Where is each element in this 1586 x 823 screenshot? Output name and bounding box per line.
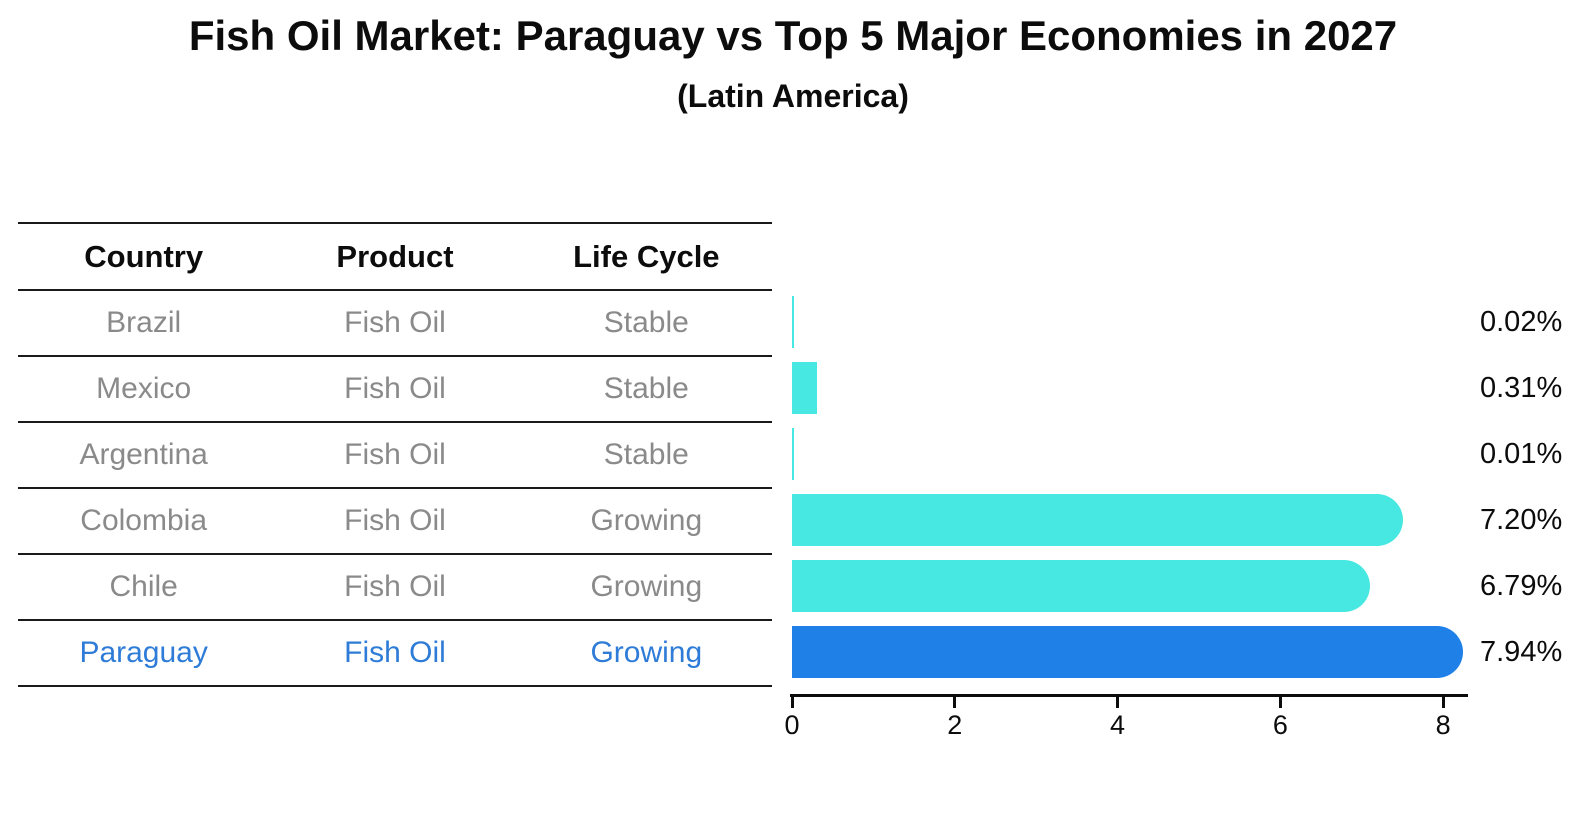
bar-chart: 0.02% 0.31% 0.01% 7.20% 6.79% 7.94% 0 2 … [784,289,1586,769]
tick-mark [953,697,957,708]
value-label-colombia: 7.20% [1480,504,1563,536]
column-header-product: Product [336,238,454,274]
value-label-argentina: 0.01% [1480,438,1563,470]
value-label-brazil: 0.02% [1480,306,1563,338]
column-header-life-cycle: Life Cycle [573,238,720,274]
country-cell: Colombia [80,504,208,537]
tick-mark [1116,697,1120,708]
country-table: Country Product Life Cycle Brazil Fish O… [18,222,772,687]
bar-row-brazil [790,289,1490,355]
bar-colombia [792,494,1404,546]
product-cell: Fish Oil [344,570,446,603]
country-cell: Paraguay [79,636,208,669]
tick-label: 0 [784,710,800,740]
tick-mark [1278,697,1282,708]
page-subtitle: (Latin America) [677,78,909,114]
life-cycle-cell: Growing [590,636,703,669]
bar-brazil [792,296,794,348]
life-cycle-cell: Growing [590,504,703,537]
country-cell: Chile [109,570,178,603]
product-cell: Fish Oil [344,504,446,537]
bar-row-colombia [790,487,1490,553]
table-header-row: Country Product Life Cycle [18,222,772,289]
x-axis-line [790,694,1468,697]
bar-mexico [792,362,818,414]
value-label-mexico: 0.31% [1480,372,1563,404]
bar-chile [792,560,1370,612]
bar-paraguay [792,626,1464,678]
tick-label: 2 [947,710,963,740]
table-row-highlighted: Paraguay Fish Oil Growing [18,619,772,687]
product-cell: Fish Oil [344,636,446,669]
table-row: Chile Fish Oil Growing [18,553,772,619]
bar-row-mexico [790,355,1490,421]
product-cell: Fish Oil [344,372,446,405]
country-cell: Mexico [96,372,192,405]
bar-row-argentina [790,421,1490,487]
table-row: Argentina Fish Oil Stable [18,421,772,487]
bar-argentina [792,428,794,480]
page-title: Fish Oil Market: Paraguay vs Top 5 Major… [188,12,1398,59]
product-cell: Fish Oil [344,306,446,339]
tick-label: 6 [1272,710,1288,740]
column-header-country: Country [84,238,204,274]
value-label-paraguay: 7.94% [1480,636,1563,668]
life-cycle-cell: Growing [590,570,703,603]
table-row: Colombia Fish Oil Growing [18,487,772,553]
life-cycle-cell: Stable [603,438,689,471]
value-label-chile: 6.79% [1480,570,1563,602]
life-cycle-cell: Stable [603,372,689,405]
life-cycle-cell: Stable [603,306,689,339]
tick-label: 4 [1110,710,1126,740]
bar-row-paraguay [790,619,1490,685]
table-row: Brazil Fish Oil Stable [18,289,772,355]
tick-mark [1441,697,1445,708]
table-row: Mexico Fish Oil Stable [18,355,772,421]
tick-label: 8 [1435,710,1451,740]
tick-mark [790,697,794,708]
bar-row-chile [790,553,1490,619]
product-cell: Fish Oil [344,438,446,471]
country-cell: Argentina [79,438,208,471]
country-cell: Brazil [106,306,182,339]
